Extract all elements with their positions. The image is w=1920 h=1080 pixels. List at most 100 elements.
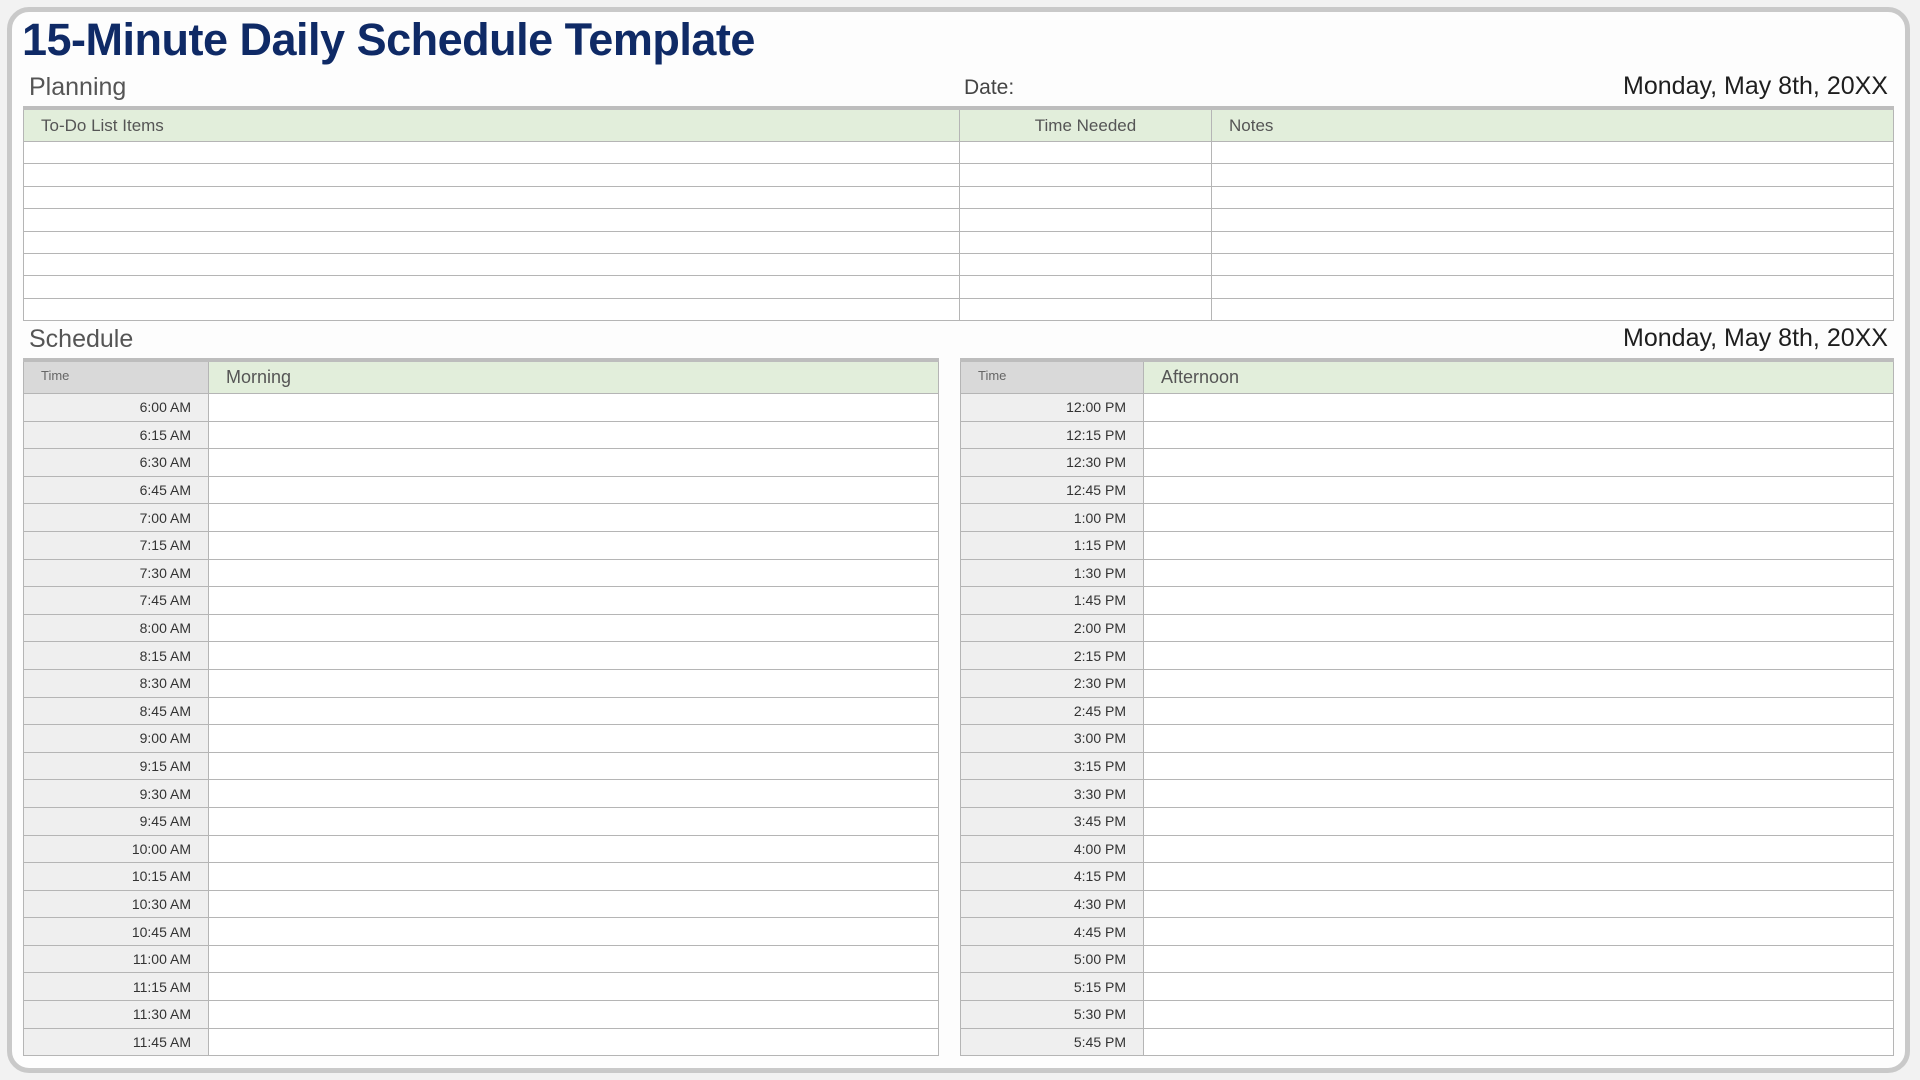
afternoon-row: 3:15 PM: [960, 751, 1894, 781]
time-slot-label: 1:00 PM: [960, 503, 1144, 532]
activity-cell[interactable]: [1143, 972, 1894, 1002]
activity-cell[interactable]: [208, 834, 939, 864]
afternoon-row: 4:00 PM: [960, 834, 1894, 864]
time-slot-label: 7:30 AM: [23, 558, 209, 588]
notes-cell[interactable]: [1211, 297, 1894, 322]
notes-cell[interactable]: [1211, 163, 1894, 187]
activity-cell[interactable]: [208, 972, 939, 1002]
afternoon-header: Afternoon: [1143, 359, 1894, 394]
time-slot-label: 2:30 PM: [960, 668, 1144, 698]
notes-cell[interactable]: [1211, 140, 1894, 165]
activity-cell[interactable]: [208, 889, 939, 919]
morning-row: 6:30 AM: [23, 448, 939, 477]
activity-cell[interactable]: [1143, 917, 1894, 946]
activity-cell[interactable]: [1143, 806, 1894, 836]
activity-cell[interactable]: [1143, 641, 1894, 670]
time-needed-cell[interactable]: [959, 275, 1212, 299]
activity-cell[interactable]: [1143, 834, 1894, 864]
time-needed-cell[interactable]: [959, 140, 1212, 165]
activity-cell[interactable]: [1143, 779, 1894, 808]
todo-cell[interactable]: [23, 185, 960, 210]
time-slot-label: 1:45 PM: [960, 586, 1144, 615]
todo-cell[interactable]: [23, 252, 960, 277]
activity-cell[interactable]: [208, 1027, 939, 1057]
time-slot-label: 11:45 AM: [23, 1027, 209, 1057]
time-needed-cell[interactable]: [959, 185, 1212, 210]
activity-cell[interactable]: [1143, 668, 1894, 698]
activity-cell[interactable]: [208, 779, 939, 808]
todo-cell[interactable]: [23, 275, 960, 299]
time-needed-cell[interactable]: [959, 297, 1212, 322]
time-slot-label: 9:30 AM: [23, 779, 209, 808]
activity-cell[interactable]: [1143, 889, 1894, 919]
activity-cell[interactable]: [208, 503, 939, 532]
todo-cell[interactable]: [23, 163, 960, 187]
schedule-date-value[interactable]: Monday, May 8th, 20XX: [1623, 324, 1888, 352]
activity-cell[interactable]: [208, 641, 939, 670]
todo-cell[interactable]: [23, 230, 960, 254]
morning-row: 7:00 AM: [23, 503, 939, 532]
notes-cell[interactable]: [1211, 208, 1894, 232]
activity-cell[interactable]: [1143, 558, 1894, 588]
activity-cell[interactable]: [1143, 393, 1894, 422]
activity-cell[interactable]: [1143, 1000, 1894, 1029]
time-slot-label: 5:15 PM: [960, 972, 1144, 1002]
activity-cell[interactable]: [1143, 944, 1894, 974]
time-slot-label: 11:15 AM: [23, 972, 209, 1002]
afternoon-schedule-table: Time Afternoon 12:00 PM 12:15 PM 12:30 PM 1…: [960, 358, 1894, 1057]
afternoon-row: 1:00 PM: [960, 503, 1894, 532]
time-needed-cell[interactable]: [959, 208, 1212, 232]
activity-cell[interactable]: [208, 751, 939, 781]
activity-cell[interactable]: [1143, 751, 1894, 781]
afternoon-row: 2:30 PM: [960, 668, 1894, 698]
activity-cell[interactable]: [1143, 420, 1894, 450]
activity-cell[interactable]: [208, 448, 939, 477]
activity-cell[interactable]: [208, 1000, 939, 1029]
todo-cell[interactable]: [23, 208, 960, 232]
activity-cell[interactable]: [208, 586, 939, 615]
activity-cell[interactable]: [208, 393, 939, 422]
morning-schedule-table: Time Morning 6:00 AM 6:15 AM 6:30 AM 6:45 A…: [23, 358, 939, 1057]
todo-cell[interactable]: [23, 297, 960, 322]
planning-date-value[interactable]: Monday, May 8th, 20XX: [1623, 72, 1888, 100]
activity-cell[interactable]: [208, 530, 939, 560]
activity-cell[interactable]: [1143, 1027, 1894, 1057]
time-slot-label: 5:30 PM: [960, 1000, 1144, 1029]
activity-cell[interactable]: [1143, 696, 1894, 726]
time-needed-cell[interactable]: [959, 230, 1212, 254]
activity-cell[interactable]: [208, 724, 939, 753]
afternoon-row: 2:00 PM: [960, 613, 1894, 643]
activity-cell[interactable]: [1143, 724, 1894, 753]
activity-cell[interactable]: [208, 862, 939, 891]
time-needed-cell[interactable]: [959, 252, 1212, 277]
activity-cell[interactable]: [1143, 586, 1894, 615]
activity-cell[interactable]: [208, 475, 939, 505]
activity-cell[interactable]: [208, 613, 939, 643]
time-slot-label: 7:45 AM: [23, 586, 209, 615]
activity-cell[interactable]: [208, 806, 939, 836]
notes-cell[interactable]: [1211, 252, 1894, 277]
afternoon-row: 5:45 PM: [960, 1027, 1894, 1057]
activity-cell[interactable]: [1143, 448, 1894, 477]
activity-cell[interactable]: [1143, 530, 1894, 560]
activity-cell[interactable]: [1143, 475, 1894, 505]
activity-cell[interactable]: [208, 696, 939, 726]
notes-cell[interactable]: [1211, 230, 1894, 254]
time-slot-label: 3:30 PM: [960, 779, 1144, 808]
activity-cell[interactable]: [208, 944, 939, 974]
activity-cell[interactable]: [1143, 503, 1894, 532]
time-slot-label: 10:00 AM: [23, 834, 209, 864]
activity-cell[interactable]: [208, 917, 939, 946]
activity-cell[interactable]: [1143, 862, 1894, 891]
notes-cell[interactable]: [1211, 185, 1894, 210]
time-needed-cell[interactable]: [959, 163, 1212, 187]
page-title: 15-Minute Daily Schedule Template: [22, 14, 755, 65]
todo-cell[interactable]: [23, 140, 960, 165]
activity-cell[interactable]: [208, 668, 939, 698]
notes-cell[interactable]: [1211, 275, 1894, 299]
activity-cell[interactable]: [208, 558, 939, 588]
afternoon-row: 2:45 PM: [960, 696, 1894, 726]
activity-cell[interactable]: [1143, 613, 1894, 643]
activity-cell[interactable]: [208, 420, 939, 450]
planning-row: [23, 163, 1894, 187]
